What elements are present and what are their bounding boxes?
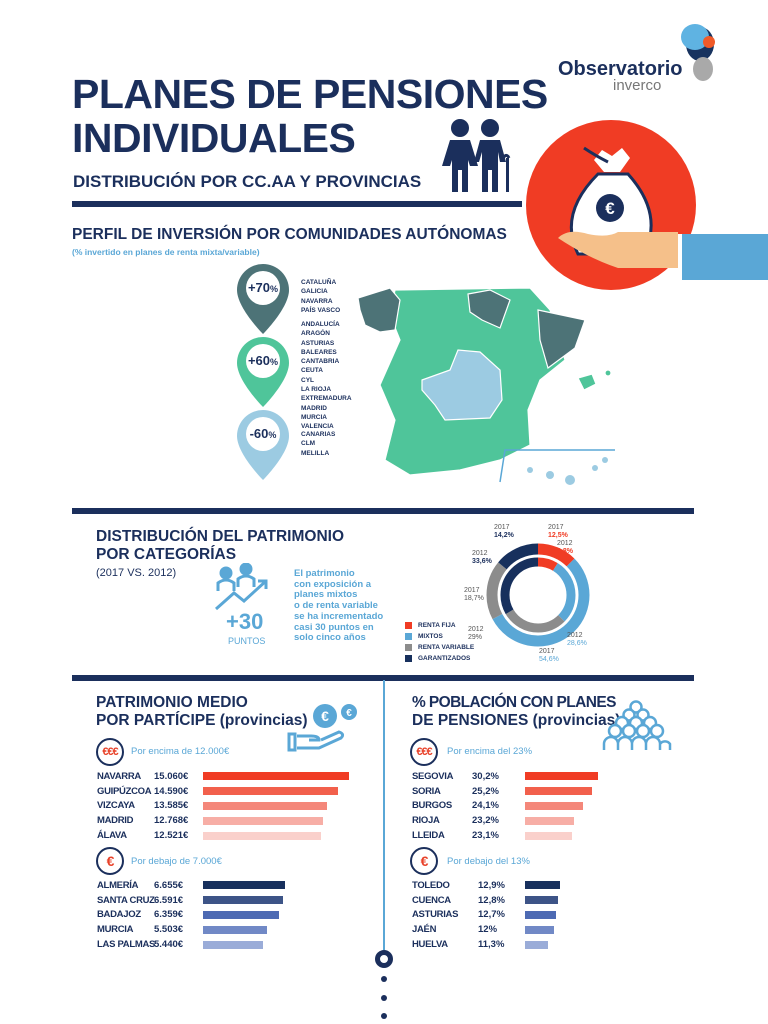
legend-item: RENTA FIJA — [405, 620, 474, 631]
header-divider — [72, 201, 522, 207]
map-pin-icon — [237, 264, 289, 334]
label-rv-2017: 2017 18,7% — [464, 587, 484, 602]
table-row: LAS PALMAS 5.440€ — [97, 937, 285, 952]
section-divider — [72, 675, 694, 681]
perfil-subtitle: (% invertido en planes de renta mixta/va… — [72, 247, 260, 257]
euro-hand-icon: € € — [287, 704, 357, 752]
badge-high-euro: €€€ — [410, 738, 438, 766]
table-row: CUENCA 12,8% — [412, 893, 560, 908]
patrimonio-low-table: ALMERÍA 6.655€ SANTA CRUZ 6.591€ BADAJOZ 6.… — [97, 878, 285, 952]
poblacion-title-line2: DE PENSIONES (provincias) — [412, 712, 621, 729]
map-pin-icon — [237, 337, 289, 407]
hero-illustration: € — [526, 120, 768, 300]
table-row: SANTA CRUZ 6.591€ — [97, 893, 285, 908]
region-list-mid: ANDALUCÍA ARAGÓN ASTURIAS BALEARES CANTABRIA… — [301, 321, 352, 431]
map-pin-icon — [237, 410, 289, 480]
patrimonio-title-line1: PATRIMONIO MEDIO — [96, 694, 248, 711]
table-row: HUELVA 11,3% — [412, 937, 560, 952]
poblacion-title-line1: % POBLACIÓN CON PLANES — [412, 694, 616, 711]
pin-group-high: +70% — [233, 262, 293, 334]
table-row: BADAJOZ 6.359€ — [97, 908, 285, 923]
page-title-line2: INDIVIDUALES — [72, 115, 356, 161]
caption-low: Por debajo del 13% — [447, 856, 530, 867]
distribucion-period: (2017 VS. 2012) — [96, 567, 177, 579]
table-row: ALMERÍA 6.655€ — [97, 878, 285, 893]
table-row: LLEIDA 23,1% — [412, 828, 598, 843]
region-list-low: CANARIAS CLM MELILLA — [301, 431, 336, 457]
label-g-2017: 2017 14,2% — [494, 524, 514, 539]
timeline-dot — [381, 1013, 387, 1019]
patrimonio-title-line2: POR PARTÍCIPE (provincias) — [96, 712, 308, 729]
badge-low-euro: € — [96, 847, 124, 875]
logo-text-main: Observatorio — [558, 58, 683, 80]
table-row: VIZCAYA 13.585€ — [97, 799, 349, 814]
elderly-couple-icon — [442, 119, 511, 192]
hand-icon — [558, 231, 768, 280]
poblacion-high-table: SEGOVIA 30,2% SORIA 25,2% BURGOS 24,1% RIOJ… — [412, 769, 598, 843]
timeline-dot — [381, 976, 387, 982]
table-row: SORIA 25,2% — [412, 784, 598, 799]
pin-group-mid: +60% — [233, 335, 293, 407]
table-row: NAVARRA 15.060€ — [97, 769, 349, 784]
badge-high-euro: €€€ — [96, 738, 124, 766]
pin-group-low: -60% — [233, 408, 293, 480]
crowd-icon — [602, 700, 672, 750]
label-rf-2017: 2017 12,5% — [548, 524, 568, 539]
perfil-title: PERFIL DE INVERSIÓN POR COMUNIDADES AUTÓ… — [72, 226, 507, 243]
logo: Observatorio inverco — [558, 22, 728, 94]
table-row: BURGOS 24,1% — [412, 799, 598, 814]
distribucion-title-line2: POR CATEGORÍAS — [96, 546, 237, 563]
region-list-high: CATALUÑA GALICIA NAVARRA PAÍS VASCO — [301, 279, 341, 314]
table-row: ÁLAVA 12.521€ — [97, 828, 349, 843]
legend-item: GARANTIZADOS — [405, 653, 474, 664]
table-row: MURCIA 5.503€ — [97, 922, 285, 937]
legend-item: MIXTOS — [405, 631, 474, 642]
logo-text-sub: inverco — [613, 77, 662, 94]
highlight-unit: PUNTOS — [228, 636, 266, 646]
donut-legend: RENTA FIJA MIXTOS RENTA VARIABLE GARANTI… — [405, 620, 474, 664]
label-m-2017: 2017 54,6% — [539, 648, 559, 663]
timeline-node — [375, 950, 393, 968]
category-donut-chart — [486, 543, 590, 647]
distribucion-note: El patrimonio con exposición a planes mixt… — [294, 568, 384, 644]
distribucion-title-line1: DISTRIBUCIÓN DEL PATRIMONIO — [96, 528, 344, 545]
logo-mark-icon — [681, 24, 715, 81]
badge-low-euro: € — [410, 847, 438, 875]
label-rf-2012: 2012 8,8% — [557, 540, 573, 555]
page-title-line1: PLANES DE PENSIONES — [72, 71, 548, 117]
label-g-2012: 2012 33,6% — [472, 550, 492, 565]
label-rv-2012: 2012 29% — [468, 626, 484, 641]
table-row: SEGOVIA 30,2% — [412, 769, 598, 784]
table-row: JAÉN 12% — [412, 922, 560, 937]
section-divider — [72, 508, 694, 514]
timeline-line — [383, 680, 385, 950]
caption-high: Por encima del 23% — [447, 746, 533, 757]
table-row: MADRID 12.768€ — [97, 813, 349, 828]
poblacion-low-table: TOLEDO 12,9% CUENCA 12,8% ASTURIAS 12,7% JA… — [412, 878, 560, 952]
table-row: GUIPÚZCOA 14.590€ — [97, 784, 349, 799]
patrimonio-high-table: NAVARRA 15.060€ GUIPÚZCOA 14.590€ VIZCAYA 1… — [97, 769, 349, 843]
caption-low: Por debajo de 7.000€ — [131, 856, 222, 867]
table-row: RIOJA 23,2% — [412, 813, 598, 828]
pin-value-low: -60 — [249, 426, 269, 441]
legend-item: RENTA VARIABLE — [405, 642, 474, 653]
caption-high: Por encima de 12.000€ — [131, 746, 230, 757]
timeline-dot — [381, 995, 387, 1001]
table-row: ASTURIAS 12,7% — [412, 908, 560, 923]
investors-growth-icon — [215, 563, 268, 611]
table-row: TOLEDO 12,9% — [412, 878, 560, 893]
pin-value-mid: +60 — [247, 353, 271, 368]
euro-symbol: € — [605, 199, 615, 218]
label-m-2012: 2012 28,6% — [567, 632, 587, 647]
highlight-value: +30 — [226, 609, 264, 634]
page-subtitle: DISTRIBUCIÓN POR CC.AA Y PROVINCIAS — [73, 172, 422, 191]
svg-text:€: € — [346, 708, 352, 719]
svg-text:€: € — [321, 708, 329, 724]
pin-value-high: +70 — [247, 280, 271, 295]
spain-map — [357, 287, 615, 485]
